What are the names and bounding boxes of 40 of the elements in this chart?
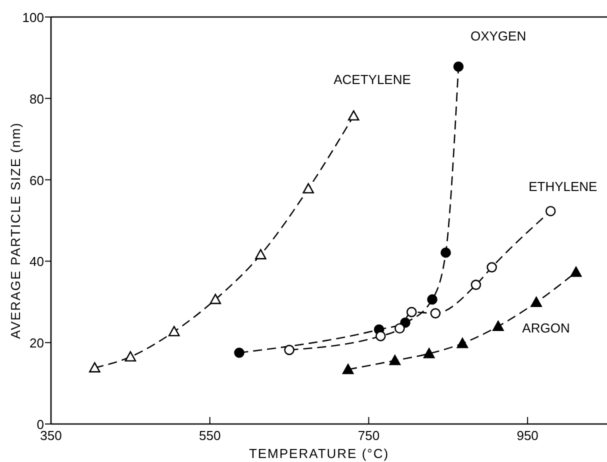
y-tick-label: 100 (22, 10, 44, 25)
point (210, 294, 222, 304)
point (302, 183, 314, 194)
point (492, 320, 504, 331)
point (124, 351, 136, 362)
y-tick-label: 80 (30, 91, 44, 106)
x-tick-label: 750 (358, 428, 380, 443)
point (470, 280, 482, 290)
series-label: ETHYLENE (528, 179, 598, 194)
text: ACETYLENE (334, 72, 412, 87)
point (255, 249, 266, 260)
point (394, 323, 405, 334)
point (389, 354, 401, 366)
point (284, 344, 294, 356)
point (406, 306, 417, 318)
point (89, 362, 100, 372)
x-tick-label: 950 (516, 428, 538, 443)
point (440, 248, 451, 258)
series-label: ARGON (522, 320, 570, 336)
point (530, 296, 542, 307)
point (486, 262, 497, 272)
point (423, 348, 435, 358)
y-tick-label: 60 (30, 172, 44, 188)
point (427, 294, 438, 305)
y-tick-label: 20 (30, 336, 44, 351)
point (342, 364, 354, 374)
point (168, 326, 180, 336)
y-tick-label: 40 (30, 254, 44, 270)
point (234, 348, 244, 358)
x-tick-label: 550 (199, 428, 221, 443)
point (375, 330, 386, 342)
point (545, 206, 556, 216)
x-axis-title: TEMPERATURE (°C) (248, 446, 390, 461)
y-axis-title: AVERAGE PARTICLE SIZE (nm) (8, 122, 23, 339)
point (430, 308, 441, 318)
series-label: OXYGEN (470, 28, 526, 44)
point (570, 266, 582, 277)
point (348, 110, 360, 121)
point (456, 338, 468, 348)
point (453, 62, 464, 72)
